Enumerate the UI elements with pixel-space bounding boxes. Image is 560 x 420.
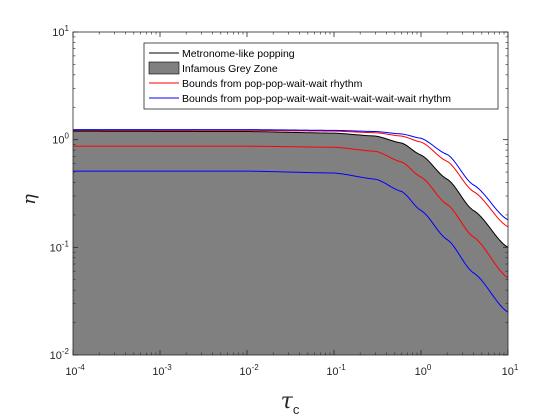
- x-tick-label: 10-2: [239, 363, 259, 378]
- legend-swatch-area: [148, 61, 180, 75]
- legend-entry-label: Infamous Grey Zone: [182, 63, 278, 75]
- y-tick-label: 10-1: [50, 239, 70, 254]
- y-tick-label: 100: [52, 132, 69, 147]
- legend-entry-label: Metronome-like popping: [182, 48, 295, 60]
- legend-box: [143, 42, 499, 110]
- y-tick-label: 101: [52, 24, 69, 39]
- series-layer: [73, 129, 509, 355]
- x-tick-label: 101: [502, 363, 519, 378]
- y-tick-label: 10-2: [50, 347, 70, 362]
- x-tick-label: 100: [415, 363, 432, 378]
- metronome-line: [73, 130, 509, 248]
- x-axis-label-subscript: c: [293, 402, 300, 417]
- x-tick-label: 10-1: [326, 363, 346, 378]
- x-axis-label: τc: [281, 389, 300, 417]
- red-bound-upper-line: [73, 129, 509, 228]
- tick-layer: 10-4 10-3 10-2 10-1 100 101 10-2 10-1 100 101: [50, 24, 519, 378]
- blue-bound-lower-line: [73, 170, 509, 313]
- red-bound-lower-line: [73, 145, 509, 279]
- legend: Metronome-like popping Infamous Grey Zone…: [143, 42, 499, 110]
- blue-bound-upper-line: [73, 129, 509, 221]
- y-axis-label: η: [19, 194, 40, 205]
- x-tick-label: 10-4: [65, 363, 85, 378]
- axes-box: [72, 31, 509, 356]
- x-tick-label: 10-3: [152, 363, 172, 378]
- legend-entry-label: Bounds from pop-pop-wait-wait rhythm: [182, 78, 363, 90]
- x-axis-label-symbol: τ: [281, 389, 294, 414]
- legend-entry-label: Bounds from pop-pop-wait-wait-wait-wait-…: [182, 93, 451, 105]
- grey-zone-area: [73, 131, 508, 355]
